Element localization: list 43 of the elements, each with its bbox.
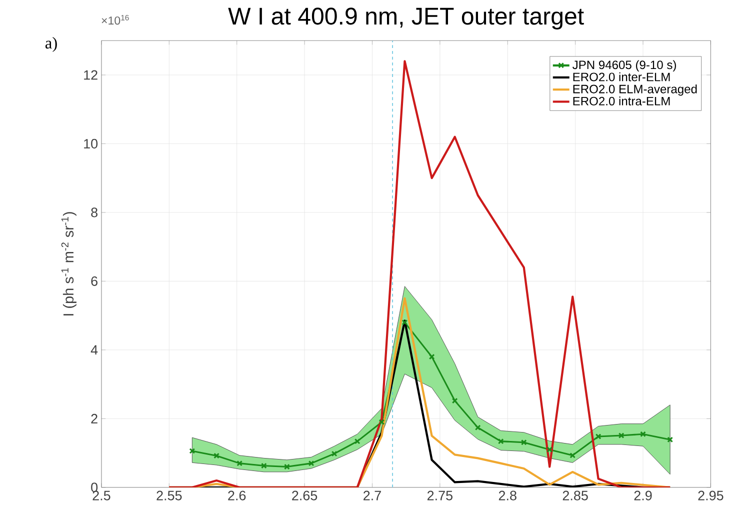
point	[378, 418, 385, 425]
point	[402, 319, 408, 326]
text: ×10$^{16}$	[102, 14, 129, 24]
point	[428, 354, 435, 360]
x-tick-label: 2.65	[292, 490, 318, 500]
point	[354, 438, 360, 444]
point	[452, 398, 458, 404]
x-tick-label: 2.6	[228, 490, 246, 500]
point	[474, 424, 481, 430]
legend-label: ERO2.0 intra-ELM	[573, 96, 670, 106]
point	[595, 433, 602, 440]
y-tick-label: 2	[91, 414, 98, 424]
point	[236, 460, 243, 466]
y-tick-label: 4	[90, 345, 98, 354]
text: a)	[45, 36, 57, 52]
y-tick-label: 12	[84, 70, 98, 80]
y-tick-label: 6	[91, 276, 98, 286]
point	[260, 462, 267, 469]
legend-label: ERO2.0 ELM-averaged	[573, 84, 697, 96]
x-tick-label: 2.7	[364, 490, 381, 500]
x-tick-label: 2.5	[92, 490, 110, 500]
point	[308, 460, 314, 466]
y-tick-label: 10	[84, 138, 98, 148]
point	[214, 452, 220, 459]
point	[331, 450, 338, 456]
x-tick-label: 2.85	[562, 490, 588, 500]
x-tick-label: 2.8	[498, 490, 516, 500]
point	[498, 438, 504, 444]
y-tick-label: 8	[91, 207, 98, 218]
legend-label: ERO2.0 inter-ELM	[573, 72, 670, 82]
y-axis-title: I (ph s$^{-1}$ m$^{-2}$ sr$^{-1}$)	[61, 212, 76, 316]
point	[284, 464, 290, 470]
x-tick-label: 2.95	[698, 490, 724, 500]
chart-title: W I at 400.9 nm, JET outer target	[228, 8, 584, 30]
legend-label: JPN 94605 (9-10 s)	[572, 60, 676, 72]
point	[546, 446, 553, 452]
point	[640, 431, 646, 437]
point	[618, 432, 624, 438]
x-tick-label: 2.55	[156, 490, 182, 500]
x-tick-label: 2.9	[634, 490, 652, 500]
point	[520, 439, 527, 446]
x-tick-label: 2.75	[427, 490, 452, 500]
point	[570, 452, 576, 458]
